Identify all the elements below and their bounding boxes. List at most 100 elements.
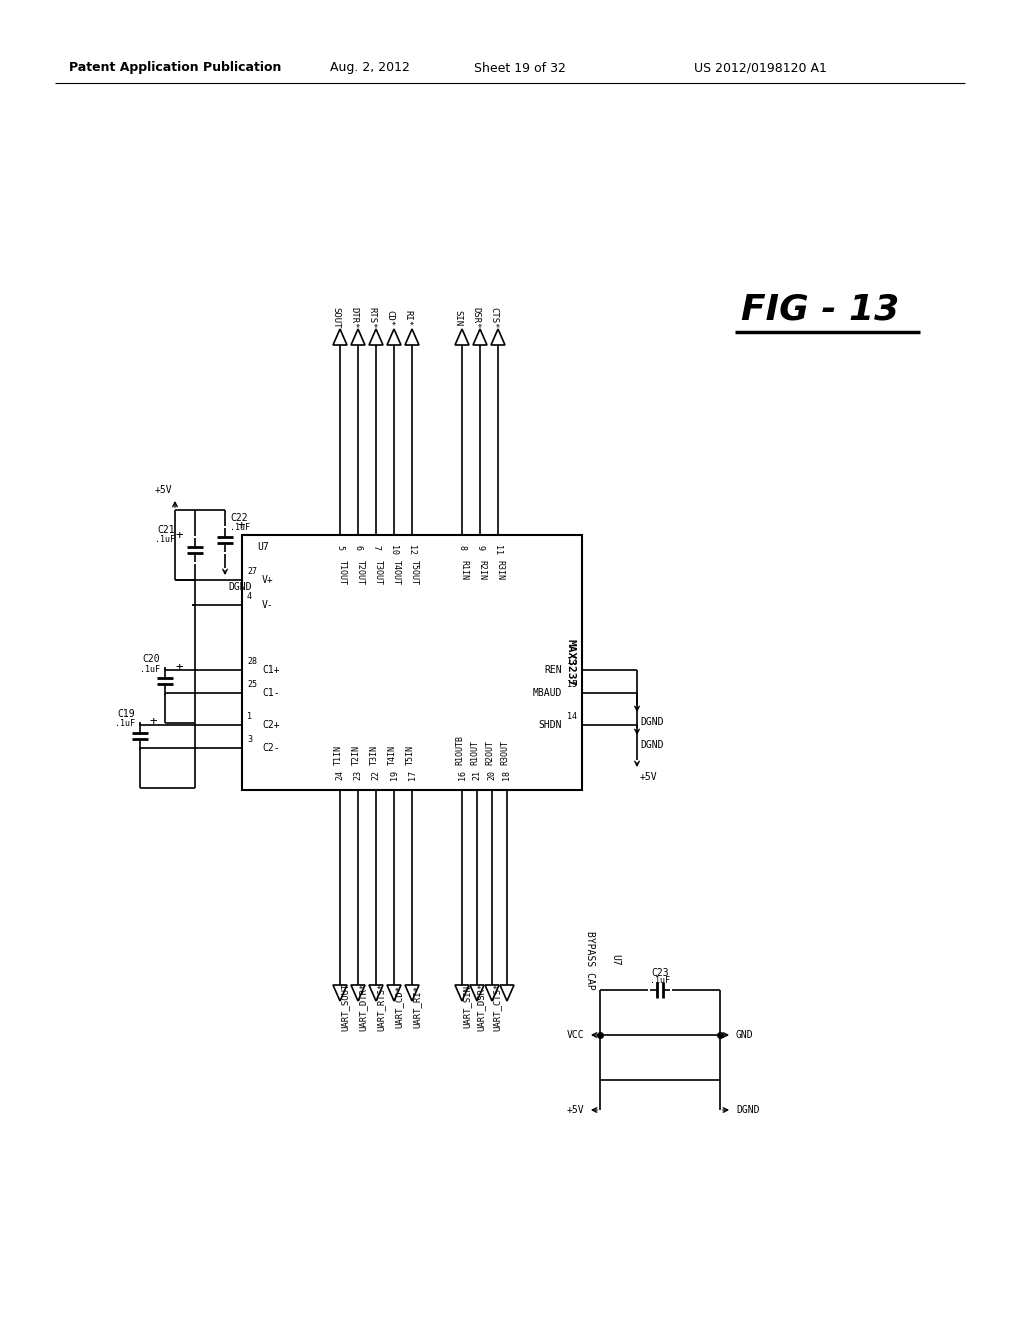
Text: VCC: VCC xyxy=(566,1030,584,1040)
Text: 17: 17 xyxy=(408,770,417,780)
Text: 18: 18 xyxy=(503,770,512,780)
Text: REN: REN xyxy=(545,665,562,675)
Text: T5IN: T5IN xyxy=(406,744,415,766)
Text: 1: 1 xyxy=(247,711,252,721)
Polygon shape xyxy=(473,329,487,345)
Text: C22: C22 xyxy=(230,513,248,523)
Text: DTR*: DTR* xyxy=(349,308,358,329)
Text: UART_CTS*: UART_CTS* xyxy=(492,983,501,1031)
Text: .1uF: .1uF xyxy=(650,975,670,985)
Text: 14: 14 xyxy=(567,711,577,721)
Text: V-: V- xyxy=(262,601,273,610)
Text: C23: C23 xyxy=(651,968,669,978)
Text: UART_RI*: UART_RI* xyxy=(412,986,421,1028)
Text: T3OUT: T3OUT xyxy=(374,560,383,585)
Text: 6: 6 xyxy=(353,545,362,550)
Text: DGND: DGND xyxy=(640,717,664,727)
Text: 19: 19 xyxy=(389,770,398,780)
Text: RI*: RI* xyxy=(403,310,412,326)
Text: +5V: +5V xyxy=(155,484,172,495)
Text: UART_CD*: UART_CD* xyxy=(394,986,403,1028)
Text: 11: 11 xyxy=(494,545,503,554)
Text: T4IN: T4IN xyxy=(387,744,396,766)
Text: C1-: C1- xyxy=(262,688,280,698)
Text: 23: 23 xyxy=(353,770,362,780)
Text: 22: 22 xyxy=(372,770,381,780)
Text: T4OUT: T4OUT xyxy=(391,560,400,585)
Text: BYPASS CAP: BYPASS CAP xyxy=(585,931,595,990)
Polygon shape xyxy=(406,985,419,1001)
Polygon shape xyxy=(406,329,419,345)
Text: 10: 10 xyxy=(389,545,398,554)
Text: Aug. 2, 2012: Aug. 2, 2012 xyxy=(330,62,410,74)
Text: UART_DSR*: UART_DSR* xyxy=(477,983,486,1031)
Text: +: + xyxy=(237,520,245,532)
Polygon shape xyxy=(333,985,347,1001)
Text: 9: 9 xyxy=(475,545,484,550)
Text: SOUT: SOUT xyxy=(331,308,340,329)
Text: T1OUT: T1OUT xyxy=(338,560,346,585)
Text: FIG - 13: FIG - 13 xyxy=(741,293,899,327)
Polygon shape xyxy=(455,985,469,1001)
Text: MBAUD: MBAUD xyxy=(532,688,562,698)
Text: 15: 15 xyxy=(567,680,577,689)
Bar xyxy=(242,535,582,789)
Text: SHDN: SHDN xyxy=(539,719,562,730)
Text: 16: 16 xyxy=(458,770,467,780)
Text: 12: 12 xyxy=(408,545,417,554)
Text: 3: 3 xyxy=(247,735,252,744)
Text: R3IN: R3IN xyxy=(496,560,505,579)
Polygon shape xyxy=(351,985,365,1001)
Text: 8: 8 xyxy=(458,545,467,550)
Text: .1uF: .1uF xyxy=(115,719,135,729)
Text: T2IN: T2IN xyxy=(351,744,360,766)
Text: .1uF: .1uF xyxy=(230,524,250,532)
Text: +5V: +5V xyxy=(640,772,657,781)
Text: C2-: C2- xyxy=(262,743,280,752)
Text: +5V: +5V xyxy=(566,1105,584,1115)
Text: R1OUTB: R1OUTB xyxy=(456,735,465,766)
Text: R2IN: R2IN xyxy=(477,560,486,579)
Text: R2OUT: R2OUT xyxy=(485,741,495,766)
Text: V+: V+ xyxy=(262,576,273,585)
Text: US 2012/0198120 A1: US 2012/0198120 A1 xyxy=(693,62,826,74)
Text: 25: 25 xyxy=(247,680,257,689)
Text: RTS*: RTS* xyxy=(367,308,376,329)
Text: Patent Application Publication: Patent Application Publication xyxy=(69,62,282,74)
Text: .1uF: .1uF xyxy=(155,536,175,544)
Polygon shape xyxy=(351,329,365,345)
Text: 5: 5 xyxy=(336,545,344,550)
Text: R1IN: R1IN xyxy=(460,560,469,579)
Text: SIN: SIN xyxy=(453,310,462,326)
Polygon shape xyxy=(470,985,484,1001)
Text: T1IN: T1IN xyxy=(334,744,342,766)
Text: 7: 7 xyxy=(372,545,381,550)
Text: T3IN: T3IN xyxy=(370,744,379,766)
Text: DGND: DGND xyxy=(736,1105,760,1115)
Text: 24: 24 xyxy=(336,770,344,780)
Text: U7: U7 xyxy=(610,954,620,966)
Text: UART_DTR*: UART_DTR* xyxy=(358,983,367,1031)
Polygon shape xyxy=(500,985,514,1001)
Text: Sheet 19 of 32: Sheet 19 of 32 xyxy=(474,62,566,74)
Text: DGND: DGND xyxy=(228,582,252,591)
Polygon shape xyxy=(369,329,383,345)
Text: T5OUT: T5OUT xyxy=(410,560,419,585)
Text: GND: GND xyxy=(736,1030,754,1040)
Text: +: + xyxy=(150,715,158,729)
Text: 27: 27 xyxy=(247,568,257,576)
Text: UART_SIN: UART_SIN xyxy=(462,986,471,1028)
Text: C21: C21 xyxy=(158,525,175,535)
Text: MAX3237: MAX3237 xyxy=(565,639,575,686)
Text: CTS*: CTS* xyxy=(489,308,498,329)
Text: R1OUT: R1OUT xyxy=(470,741,479,766)
Polygon shape xyxy=(333,329,347,345)
Text: CD*: CD* xyxy=(385,310,394,326)
Text: C19: C19 xyxy=(118,709,135,719)
Text: U7: U7 xyxy=(257,543,268,552)
Text: R3OUT: R3OUT xyxy=(501,741,510,766)
Polygon shape xyxy=(387,985,401,1001)
Text: .1uF: .1uF xyxy=(140,664,160,673)
Text: DGND: DGND xyxy=(640,741,664,750)
Text: +: + xyxy=(175,660,182,673)
